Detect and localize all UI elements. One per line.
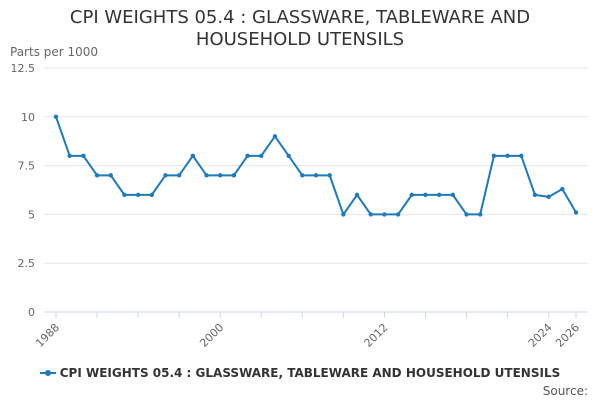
- data-point: [368, 212, 373, 217]
- x-tick-label: 2000: [197, 321, 226, 350]
- data-point: [135, 192, 141, 198]
- y-axis-title: Parts per 1000: [10, 45, 98, 59]
- data-point: [341, 212, 346, 217]
- data-point: [81, 153, 86, 159]
- data-point: [176, 173, 182, 178]
- data-point: [546, 194, 551, 200]
- y-tick-label: 12.5: [11, 62, 36, 75]
- data-point: [382, 212, 387, 217]
- data-point: [573, 210, 579, 215]
- grid-layer: [44, 67, 588, 264]
- data-point: [122, 192, 127, 198]
- data-point: [436, 192, 442, 198]
- data-point: [505, 153, 510, 159]
- data-point: [272, 134, 278, 139]
- data-point: [108, 173, 113, 178]
- data-point: [218, 173, 223, 178]
- data-point: [245, 153, 250, 159]
- x-tick-label: 2026: [553, 321, 582, 350]
- data-point: [149, 192, 154, 198]
- data-point: [163, 173, 168, 178]
- data-point: [259, 153, 264, 159]
- data-point: [519, 153, 524, 159]
- data-point: [464, 212, 469, 217]
- data-point: [53, 114, 59, 120]
- y-tick-label: 0: [28, 306, 35, 319]
- data-point: [450, 192, 456, 198]
- data-point: [478, 212, 483, 217]
- x-tick-label: 2012: [362, 321, 391, 350]
- x-tick-label: 2024: [526, 321, 555, 350]
- data-point: [560, 186, 565, 192]
- chart-title: CPI WEIGHTS 05.4 : GLASSWARE, TABLEWARE …: [69, 7, 531, 50]
- series-layer: [53, 114, 579, 217]
- data-point: [67, 153, 72, 159]
- data-point: [204, 173, 209, 178]
- legend-line-icon: [39, 368, 56, 378]
- data-point: [231, 173, 237, 178]
- data-point: [423, 192, 428, 198]
- legend-label: CPI WEIGHTS 05.4 : GLASSWARE, TABLEWARE …: [59, 366, 561, 380]
- data-point: [395, 212, 401, 217]
- data-point: [327, 173, 332, 178]
- legend: CPI WEIGHTS 05.4 : GLASSWARE, TABLEWARE …: [0, 365, 600, 382]
- source-label: Source:: [542, 384, 588, 398]
- legend-item[interactable]: CPI WEIGHTS 05.4 : GLASSWARE, TABLEWARE …: [39, 365, 561, 381]
- data-point: [491, 153, 497, 159]
- data-point: [286, 153, 291, 159]
- data-point: [354, 192, 360, 198]
- data-point: [190, 153, 196, 159]
- x-tick-label: 1988: [33, 321, 62, 350]
- y-tick-label: 7.5: [18, 160, 36, 173]
- data-point: [313, 173, 319, 178]
- y-tick-label: 5: [28, 208, 35, 221]
- data-point: [532, 192, 538, 198]
- y-tick-label: 10: [21, 111, 35, 124]
- data-point: [94, 173, 100, 178]
- data-point: [409, 192, 414, 198]
- data-point: [300, 173, 305, 178]
- y-tick-label: 2.5: [18, 257, 36, 270]
